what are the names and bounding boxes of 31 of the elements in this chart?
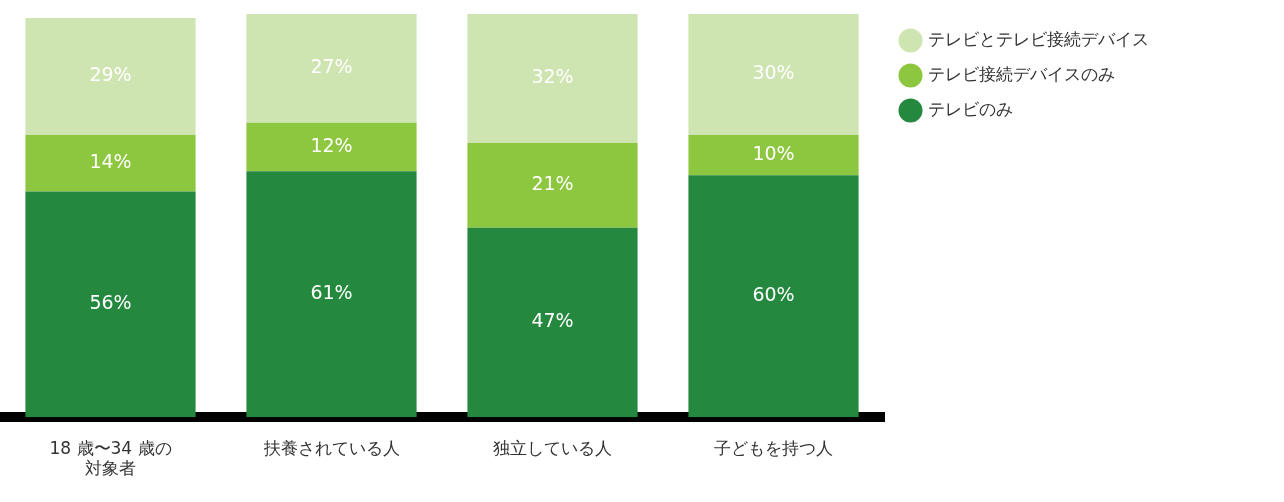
x-tick-label: 独立している人 xyxy=(493,437,612,458)
x-tick-label: 18 歳〜34 歳の対象者 xyxy=(49,437,172,479)
data-label: 61% xyxy=(310,281,353,304)
data-label: 56% xyxy=(89,291,132,314)
legend-label: テレビ接続デバイスのみ xyxy=(927,63,1115,84)
data-label: 14% xyxy=(89,150,132,173)
bar xyxy=(467,143,638,228)
data-label: 60% xyxy=(752,283,795,306)
data-label: 10% xyxy=(752,142,795,165)
bar xyxy=(246,14,417,123)
legend-label: テレビとテレビ接続デバイス xyxy=(927,28,1149,49)
bar xyxy=(25,18,196,135)
data-label: 29% xyxy=(89,63,132,86)
data-label: 27% xyxy=(310,55,353,78)
bar xyxy=(246,122,417,172)
bar xyxy=(688,14,859,135)
bar xyxy=(688,175,859,418)
data-label: 47% xyxy=(531,309,574,332)
bar xyxy=(246,171,417,418)
data-label: 30% xyxy=(752,61,795,84)
data-label: 12% xyxy=(310,133,353,156)
legend-label: テレビのみ xyxy=(927,98,1013,119)
bar xyxy=(467,14,638,144)
data-label: 32% xyxy=(531,65,574,88)
bar xyxy=(25,134,196,192)
bar xyxy=(25,191,196,418)
x-tick-label: 子どもを持つ人 xyxy=(714,437,833,458)
x-tick-label: 扶養されている人 xyxy=(262,437,400,458)
bar xyxy=(688,134,859,176)
data-label: 21% xyxy=(531,172,574,195)
bar xyxy=(467,227,638,418)
